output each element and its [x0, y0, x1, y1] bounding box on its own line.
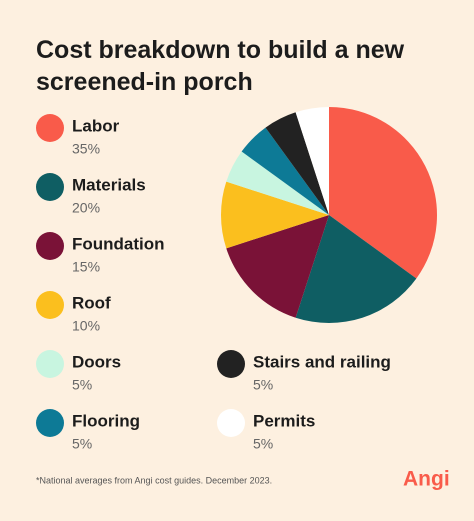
- legend-value: 5%: [72, 377, 92, 393]
- legend-swatch: [36, 232, 64, 260]
- legend-label: Doors: [72, 352, 121, 371]
- pie-slice: [220, 181, 329, 249]
- legend-swatch: [36, 291, 64, 319]
- pie-slice: [226, 215, 329, 318]
- pie-slice: [265, 112, 329, 215]
- legend-label: Labor: [72, 116, 120, 135]
- legend-value: 5%: [72, 436, 92, 452]
- legend-swatch: [36, 409, 64, 437]
- pie-slice: [295, 215, 417, 323]
- logo: Angi: [403, 468, 450, 491]
- legend-value: 10%: [72, 318, 100, 334]
- legend-label: Flooring: [72, 411, 140, 430]
- legend-value: 20%: [72, 200, 100, 216]
- pie-slice: [241, 127, 329, 215]
- legend-swatch: [36, 114, 64, 142]
- legend-swatch: [36, 350, 64, 378]
- legend-value: 5%: [253, 436, 273, 452]
- legend-label: Materials: [72, 175, 146, 194]
- legend-label: Permits: [253, 411, 315, 430]
- legend-label: Foundation: [72, 234, 165, 253]
- legend-value: 5%: [253, 377, 273, 393]
- legend-value: 15%: [72, 259, 100, 275]
- legend-value: 35%: [72, 141, 100, 157]
- legend-label: Roof: [72, 293, 111, 312]
- legend-swatch: [36, 173, 64, 201]
- pie-slice: [329, 107, 437, 279]
- chart-title: Cost breakdown to build a new screened-i…: [36, 36, 405, 96]
- legend-label: Stairs and railing: [253, 352, 391, 371]
- legend-swatch: [217, 350, 245, 378]
- pie-slice: [226, 151, 329, 215]
- footnote: *National averages from Angi cost guides…: [36, 475, 272, 485]
- pie-slice: [295, 107, 329, 215]
- legend-swatch: [217, 409, 245, 437]
